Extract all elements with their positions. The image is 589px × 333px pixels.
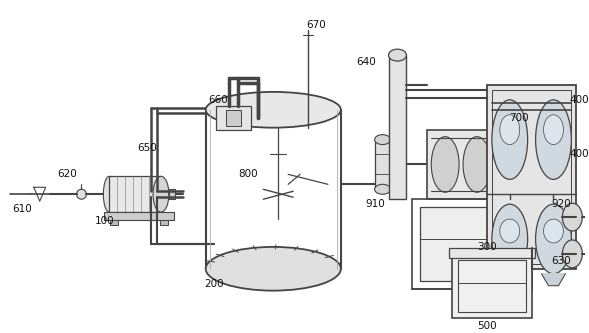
- Bar: [452, 254, 532, 318]
- Text: 650: 650: [137, 143, 157, 153]
- Ellipse shape: [541, 254, 551, 264]
- Text: 920: 920: [551, 199, 571, 209]
- Ellipse shape: [103, 176, 115, 212]
- Bar: [226, 110, 241, 126]
- Ellipse shape: [492, 100, 528, 179]
- Ellipse shape: [375, 184, 391, 194]
- Bar: [160, 220, 168, 225]
- Ellipse shape: [431, 137, 459, 192]
- Text: 400: 400: [570, 150, 589, 160]
- Text: 630: 630: [551, 256, 571, 266]
- Ellipse shape: [495, 137, 522, 192]
- Bar: [487, 85, 577, 269]
- Ellipse shape: [524, 140, 544, 189]
- Ellipse shape: [544, 219, 564, 243]
- Ellipse shape: [77, 189, 87, 199]
- Ellipse shape: [500, 115, 519, 145]
- Polygon shape: [498, 274, 522, 286]
- Bar: [458, 260, 525, 312]
- Text: 800: 800: [239, 169, 258, 179]
- Bar: [110, 176, 161, 212]
- Ellipse shape: [389, 49, 406, 61]
- Ellipse shape: [463, 137, 491, 192]
- Ellipse shape: [492, 204, 528, 274]
- Text: 100: 100: [94, 216, 114, 226]
- Text: 700: 700: [509, 113, 528, 123]
- Text: 300: 300: [477, 242, 497, 252]
- Ellipse shape: [500, 219, 519, 243]
- Text: 500: 500: [477, 321, 497, 331]
- Text: 660: 660: [209, 95, 229, 105]
- Polygon shape: [541, 274, 565, 286]
- Bar: [421, 207, 524, 281]
- Bar: [104, 212, 174, 220]
- Ellipse shape: [562, 203, 583, 231]
- Ellipse shape: [153, 176, 169, 212]
- Text: 670: 670: [306, 20, 326, 30]
- Ellipse shape: [206, 247, 341, 291]
- Text: 400: 400: [570, 95, 589, 105]
- Bar: [492, 90, 571, 264]
- Ellipse shape: [562, 240, 583, 268]
- Ellipse shape: [535, 204, 571, 274]
- Text: 640: 640: [356, 57, 376, 67]
- Text: 910: 910: [366, 199, 385, 209]
- Bar: [389, 55, 406, 199]
- Ellipse shape: [206, 92, 341, 128]
- Ellipse shape: [375, 135, 391, 145]
- Bar: [216, 106, 252, 130]
- Ellipse shape: [544, 115, 564, 145]
- Bar: [110, 220, 118, 225]
- Bar: [412, 199, 532, 289]
- Bar: [375, 140, 391, 189]
- Text: 610: 610: [12, 204, 32, 214]
- Bar: [427, 130, 522, 199]
- Ellipse shape: [535, 100, 571, 179]
- Bar: [449, 248, 535, 258]
- Bar: [169, 189, 175, 199]
- Text: 200: 200: [204, 279, 223, 289]
- Text: 620: 620: [58, 169, 77, 179]
